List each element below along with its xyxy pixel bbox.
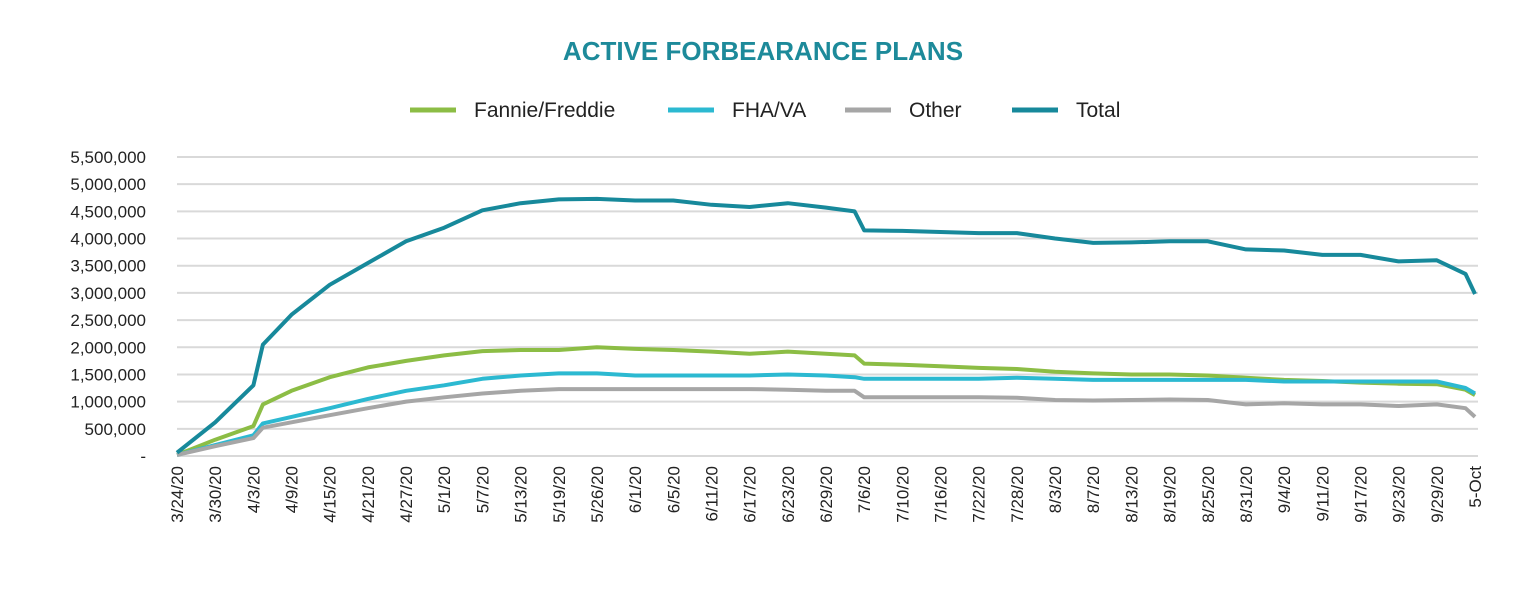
gridlines [177,156,1478,457]
y-tick-label: 2,000,000 [70,338,146,357]
y-tick-label: 4,500,000 [70,202,146,221]
legend: Fannie/Freddie FHA/VA Other Total [410,99,1120,122]
x-tick-label: 3/30/20 [206,466,225,523]
x-tick-label: 6/29/20 [817,466,836,523]
x-tick-label: 7/22/20 [970,466,989,523]
y-tick-label: 3,500,000 [70,257,146,276]
x-tick-label: 4/27/20 [397,466,416,523]
x-tick-label: 5/13/20 [512,466,531,523]
x-tick-label: 8/31/20 [1237,466,1256,523]
x-tick-label: 8/19/20 [1161,466,1180,523]
x-tick-label: 5-Oct [1466,466,1485,508]
legend-label: Total [1076,99,1120,122]
x-tick-label: 8/13/20 [1122,466,1141,523]
x-tick-label: 6/11/20 [702,466,721,521]
y-tick-label: 4,000,000 [70,230,146,249]
x-tick-label: 9/29/20 [1428,466,1447,523]
x-tick-label: 4/3/20 [244,466,263,513]
chart-title: ACTIVE FORBEARANCE PLANS [563,36,963,66]
x-tick-label: 4/9/20 [283,466,302,513]
x-tick-label: 9/11/20 [1313,466,1332,521]
x-axis: 3/24/20 3/30/20 4/3/20 4/9/20 4/15/20 4/21/20… [168,466,1485,523]
x-tick-label: 7/28/20 [1008,466,1027,523]
y-tick-label: 2,500,000 [70,311,146,330]
legend-item: FHA/VA [668,99,806,122]
x-tick-label: 4/21/20 [359,466,378,523]
x-tick-label: 5/7/20 [473,466,492,513]
x-tick-label: 4/15/20 [321,466,340,523]
series-line-other [176,387,1477,457]
x-tick-label: 5/1/20 [435,466,454,513]
y-tick-label: 1,000,000 [70,393,146,412]
x-tick-label: 6/17/20 [741,466,760,523]
x-tick-label: 7/6/20 [855,466,874,513]
x-tick-label: 9/4/20 [1275,466,1294,513]
x-tick-label: 6/5/20 [664,466,683,513]
x-tick-label: 8/25/20 [1199,466,1218,523]
legend-item: Total [1012,99,1120,122]
x-tick-label: 9/23/20 [1390,466,1409,523]
x-tick-label: 8/7/20 [1084,466,1103,513]
x-tick-label: 8/3/20 [1046,466,1065,513]
y-tick-label: 5,000,000 [70,175,146,194]
y-tick-label: 500,000 [85,420,146,439]
series-line-total [175,196,1477,455]
legend-label: FHA/VA [732,99,806,122]
legend-label: Fannie/Freddie [474,99,615,122]
legend-label: Other [909,99,962,122]
y-tick-label: 1,500,000 [70,365,146,384]
x-tick-label: 5/26/20 [588,466,607,523]
y-tick-label: - [140,447,146,466]
x-tick-label: 9/17/20 [1351,466,1370,523]
x-tick-label: 6/23/20 [779,466,798,523]
legend-item: Fannie/Freddie [410,99,615,122]
x-tick-label: 7/10/20 [893,466,912,523]
series-line-fha-va [176,371,1477,457]
x-tick-label: 5/19/20 [550,466,569,523]
y-tick-label: 3,000,000 [70,284,146,303]
y-axis: - 500,000 1,000,000 1,500,000 2,000,000 2,500… [70,148,146,466]
legend-item: Other [845,99,962,122]
y-tick-label: 5,500,000 [70,148,146,167]
x-tick-label: 7/16/20 [932,466,951,523]
series-lines [175,196,1477,457]
x-tick-label: 3/24/20 [168,466,187,523]
x-tick-label: 6/1/20 [626,466,645,513]
